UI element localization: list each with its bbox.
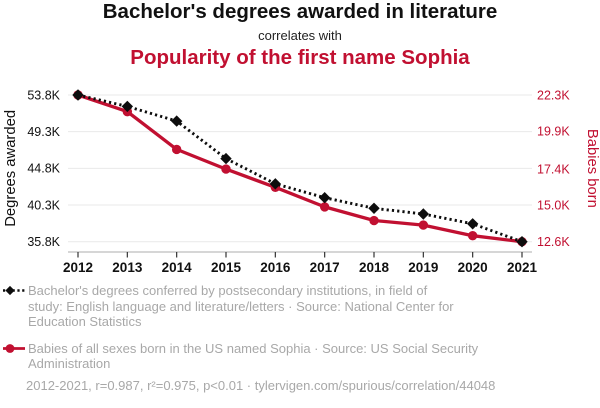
legend-item-degrees: Bachelor's degrees conferred by postseco… — [2, 283, 588, 330]
data-point-sophia-2018 — [369, 215, 379, 226]
legend-text-line: Babies of all sexes born in the US named… — [28, 340, 479, 356]
chart-title: Bachelor's degrees awarded in literature — [102, 0, 498, 23]
y-right-tick-label: 15.0K — [537, 199, 570, 213]
y-left-tick-label: 49.3K — [27, 125, 60, 139]
legend-text-line: Education Statistics — [28, 314, 142, 330]
legend: Bachelor's degrees conferred by postseco… — [2, 283, 588, 383]
data-point-sophia-2015 — [221, 164, 231, 174]
x-tick-label: 2018 — [359, 260, 390, 275]
data-point-degrees-2014 — [170, 115, 183, 127]
legend-text-line: Bachelor's degrees conferred by postseco… — [28, 283, 428, 298]
data-point-degrees-2021 — [516, 236, 528, 248]
data-point-degrees-2019 — [417, 208, 430, 220]
y-left-axis-title: Degrees awarded — [3, 110, 19, 227]
chart-svg: 2012 2013 2014 2015 2016 2017 2018 2019 2020 2021… — [3, 88, 600, 275]
data-point-sophia-2020 — [467, 230, 478, 241]
data-point-degrees-2018 — [368, 202, 380, 214]
legend-item-sophia: Babies of all sexes born in the US named… — [2, 341, 588, 372]
legend-marker-degrees-icon — [3, 285, 25, 296]
x-tick-label: 2016 — [260, 260, 291, 275]
x-tick-label: 2015 — [211, 260, 242, 275]
chart-subtitle-red: Popularity of the first name Sophia — [130, 46, 470, 69]
legend-text-line: Administration — [28, 356, 111, 372]
circle-marker-swatch — [5, 343, 15, 353]
y-left-tick-label: 40.3K — [27, 198, 60, 212]
footer-stats: 2012-2021, r=0.987, r²=0.975, p<0.01 · t… — [26, 378, 496, 393]
data-point-degrees-2012 — [72, 89, 84, 101]
legend-text-sophia: Babies of all sexes born in the US named… — [28, 341, 478, 372]
x-tick-label: 2021 — [507, 260, 538, 275]
data-point-degrees-2013 — [121, 100, 134, 113]
series-line-sophia — [76, 93, 524, 244]
x-tick-label: 2012 — [63, 260, 93, 275]
data-point-degrees-2016 — [269, 178, 282, 190]
y-right-tick-label: 17.4K — [537, 162, 570, 176]
data-point-degrees-2020 — [466, 218, 479, 230]
diamond-marker-swatch — [5, 285, 15, 296]
data-point-sophia-2014 — [171, 144, 182, 155]
y-left-tick-label: 53.8K — [27, 88, 60, 102]
y-right-tick-label: 19.9K — [537, 125, 570, 139]
legend-text-degrees: Bachelor's degrees conferred by postseco… — [28, 283, 454, 330]
y-left-tick-label: 35.8K — [27, 235, 60, 249]
data-point-sophia-2019 — [418, 220, 429, 230]
x-tick-label: 2014 — [162, 260, 193, 275]
x-tick-label: 2017 — [310, 260, 340, 275]
data-point-degrees-2017 — [318, 191, 331, 204]
y-right-tick-label: 12.6K — [537, 235, 570, 249]
x-tick-label: 2020 — [458, 260, 488, 275]
legend-marker-sophia-icon — [3, 343, 25, 353]
data-point-sophia-2017 — [319, 202, 330, 212]
correlates-with-label: correlates with — [258, 28, 342, 43]
data-point-degrees-2015 — [220, 152, 232, 165]
legend-text-line: study: English language and literature/l… — [28, 298, 454, 314]
y-left-tick-label: 44.8K — [27, 162, 60, 176]
x-tick-label: 2019 — [408, 260, 438, 275]
y-right-axis-title: Babies born — [584, 129, 600, 208]
x-tick-label: 2013 — [112, 260, 143, 275]
y-right-tick-label: 22.3K — [537, 88, 570, 102]
series-line-degrees — [77, 93, 523, 244]
